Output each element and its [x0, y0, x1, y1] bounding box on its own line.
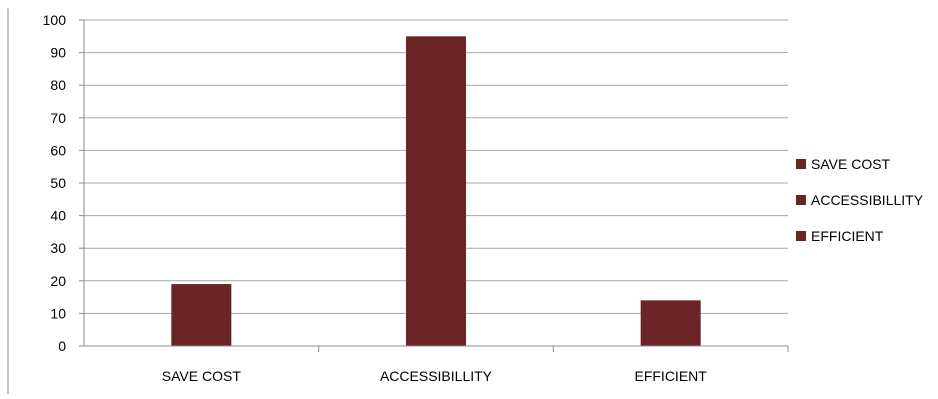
- legend-label: SAVE COST: [811, 156, 891, 172]
- y-tick-label: 0: [58, 338, 66, 354]
- x-tick-label: SAVE COST: [162, 368, 242, 384]
- y-tick-label: 30: [50, 240, 66, 256]
- y-tick-label: 80: [50, 77, 66, 93]
- bar-accessibillity: [406, 36, 466, 347]
- bar-save-cost: [171, 284, 232, 346]
- x-tick-label: EFFICIENT: [634, 368, 707, 384]
- legend-swatch: [796, 159, 806, 169]
- legend-swatch: [796, 195, 806, 205]
- y-tick-label: 20: [50, 273, 66, 289]
- bar-efficient: [640, 300, 701, 346]
- y-tick-label: 70: [50, 110, 66, 126]
- y-tick-label: 90: [50, 45, 66, 61]
- legend-swatch: [796, 231, 806, 241]
- legend-label: ACCESSIBILLITY: [811, 192, 924, 208]
- legend-label: EFFICIENT: [811, 228, 884, 244]
- y-tick-label: 10: [50, 305, 66, 321]
- y-tick-label: 60: [50, 142, 66, 158]
- y-tick-label: 50: [50, 175, 66, 191]
- y-tick-label: 100: [43, 12, 67, 28]
- x-tick-label: ACCESSIBILLITY: [380, 368, 493, 384]
- y-tick-label: 40: [50, 208, 66, 224]
